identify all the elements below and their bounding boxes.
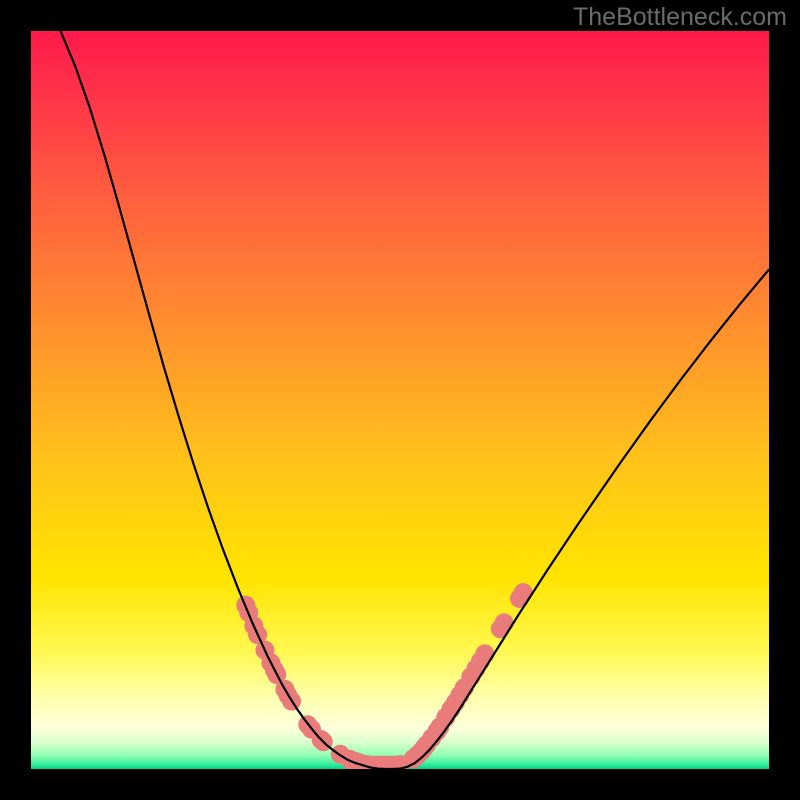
- scatter-point: [495, 613, 514, 632]
- scatter-point: [475, 644, 494, 663]
- plot-background: [31, 31, 769, 769]
- watermark-text: TheBottleneck.com: [573, 3, 787, 32]
- bottleneck-chart: [31, 31, 769, 769]
- chart-container: TheBottleneck.com: [0, 0, 800, 800]
- scatter-point: [514, 583, 533, 602]
